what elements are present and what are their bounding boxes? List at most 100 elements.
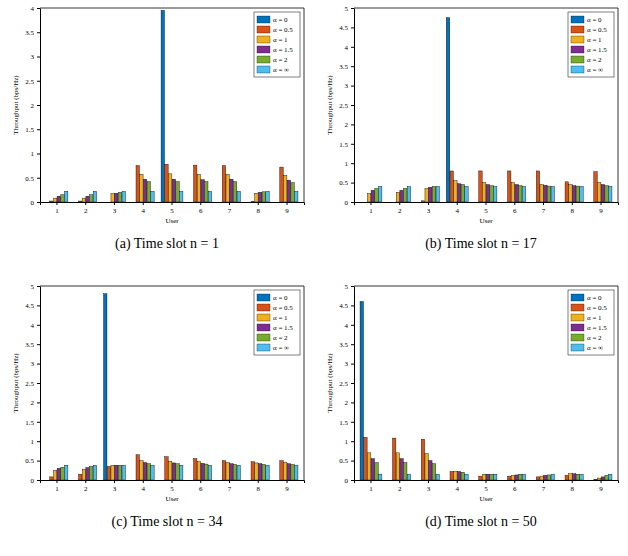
bar — [544, 185, 547, 202]
bar — [400, 190, 403, 202]
bar — [165, 457, 168, 480]
y-tick: 0 — [345, 477, 355, 485]
bar — [508, 476, 511, 480]
x-tick-label: 9 — [599, 207, 603, 215]
bar — [132, 480, 135, 481]
y-tick: 2 — [345, 399, 355, 407]
x-tick-label: 6 — [199, 207, 203, 215]
bars — [50, 10, 298, 202]
legend-swatch — [257, 304, 270, 311]
bar — [115, 465, 118, 480]
bar — [122, 191, 125, 202]
bar — [201, 180, 204, 202]
legend-swatch — [571, 16, 584, 23]
legend-entry: α = 1 — [571, 36, 602, 44]
y-tick-mark — [351, 286, 354, 287]
bar — [540, 185, 543, 202]
x-axis-line — [355, 481, 619, 484]
bar — [565, 182, 568, 202]
y-tick: 5 — [345, 5, 355, 13]
y-tick-mark — [351, 144, 354, 145]
bar — [457, 471, 460, 480]
legend-entry: α = 1 — [257, 314, 288, 322]
bar — [258, 464, 261, 480]
bar — [515, 185, 518, 202]
bar — [180, 465, 183, 480]
y-axis: 00.511.522.533.544.55 — [339, 283, 354, 485]
bar — [454, 471, 457, 480]
bar — [283, 175, 286, 202]
bar — [86, 196, 89, 202]
y-tick: 0 — [345, 199, 355, 207]
bar — [226, 174, 229, 202]
bar — [50, 477, 53, 480]
x-axis: 123456789 — [355, 202, 619, 215]
x-tick: 1 — [369, 202, 373, 215]
legend-entry: α = 1.5 — [571, 46, 607, 54]
bar — [111, 194, 114, 202]
bar — [605, 475, 608, 480]
x-tick-label: 2 — [398, 485, 402, 493]
x-tick-label: 7 — [542, 207, 546, 215]
bar — [151, 191, 154, 202]
bar — [375, 463, 378, 480]
legend-swatch — [257, 36, 270, 43]
bar — [291, 464, 294, 480]
y-tick-label: 1 — [345, 160, 349, 168]
y-tick-mark — [37, 154, 40, 155]
x-tick-label: 6 — [513, 485, 517, 493]
legend-entry: α = 2 — [257, 56, 288, 64]
y-tick: 4 — [345, 44, 355, 52]
x-tick-label: 9 — [285, 485, 289, 493]
bar — [396, 453, 399, 480]
bar — [597, 183, 600, 202]
y-tick: 1.5 — [25, 419, 40, 427]
bar — [360, 302, 363, 480]
x-tick-mark — [399, 202, 400, 205]
x-tick-label: 7 — [228, 485, 232, 493]
x-tick-label: 1 — [369, 485, 373, 493]
y-tick: 1.5 — [339, 141, 354, 149]
x-tick-mark — [85, 202, 86, 205]
x-tick: 9 — [599, 480, 603, 493]
y-tick-mark — [351, 422, 354, 423]
legend: α = 0α = 0.5α = 1α = 1.5α = 2α = ∞ — [568, 290, 614, 355]
legend: α = 0α = 0.5α = 1α = 1.5α = 2α = ∞ — [254, 290, 300, 355]
y-tick-label: 3 — [31, 53, 35, 61]
x-tick-mark — [543, 480, 544, 483]
bar — [418, 202, 421, 203]
bar — [429, 461, 432, 480]
bar — [407, 474, 410, 480]
bar — [53, 470, 56, 480]
bar — [569, 185, 572, 202]
bar — [295, 465, 298, 480]
bar — [283, 463, 286, 480]
y-tick-mark — [37, 32, 40, 33]
panel: 12345678900.511.522.533.544.55UserThroug… — [326, 5, 619, 252]
y-tick-label: 1 — [345, 438, 349, 446]
legend-swatch — [571, 66, 584, 73]
legend-label: α = 0.5 — [273, 26, 293, 34]
x-tick: 3 — [427, 480, 431, 493]
y-tick-label: 3 — [345, 82, 349, 90]
x-tick-label: 3 — [113, 485, 117, 493]
y-tick-mark — [37, 383, 40, 384]
y-tick-label: 0 — [31, 477, 35, 485]
legend: α = 0α = 0.5α = 1α = 1.5α = 2α = ∞ — [568, 12, 614, 77]
bar — [547, 186, 550, 202]
bar — [86, 468, 89, 480]
bar — [609, 474, 612, 480]
y-tick: 3 — [345, 360, 355, 368]
x-axis: 123456789 — [355, 480, 619, 493]
y-tick-label: 2 — [345, 399, 349, 407]
x-tick: 4 — [455, 480, 459, 493]
bar — [533, 202, 536, 203]
x-tick-label: 2 — [398, 207, 402, 215]
y-tick: 1 — [31, 150, 41, 158]
bar — [515, 475, 518, 480]
x-tick-label: 3 — [427, 207, 431, 215]
bar — [429, 187, 432, 202]
legend-box — [254, 12, 300, 77]
x-tick-mark — [56, 480, 57, 483]
bar — [222, 166, 225, 202]
